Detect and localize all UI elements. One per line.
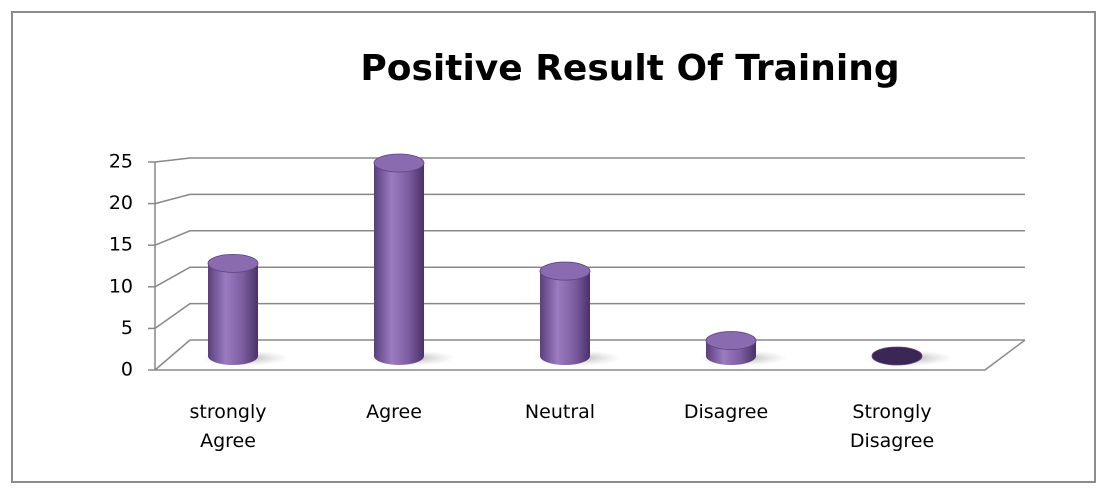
grid-line: [154, 193, 1025, 205]
y-tick-label: 5: [121, 317, 133, 339]
y-tick-label: 0: [121, 359, 133, 381]
floor: [155, 339, 1026, 371]
x-tick-label: Strongly Disagree: [849, 401, 935, 452]
chart-title: Positive Result Of Training: [360, 48, 899, 89]
bar: [207, 253, 259, 365]
grid-line: [154, 230, 1025, 246]
y-tick-label: 25: [109, 151, 133, 173]
x-tick-label: strongly Agree: [189, 401, 267, 452]
chart-frame: [11, 11, 1096, 483]
grid-line: [154, 302, 1025, 330]
grid-line: [154, 266, 1025, 288]
y-tick-label: 15: [109, 234, 133, 256]
bar: [373, 153, 425, 365]
x-tick-label: Neutral: [524, 401, 596, 423]
bar: [705, 331, 757, 365]
bar: [871, 346, 923, 366]
grid-line: [154, 157, 1025, 163]
y-tick-label: 20: [109, 192, 133, 214]
bar: [539, 261, 591, 365]
y-tick-label: 10: [109, 275, 133, 297]
x-tick-label: Disagree: [683, 401, 769, 423]
x-tick-label: Agree: [366, 401, 422, 423]
